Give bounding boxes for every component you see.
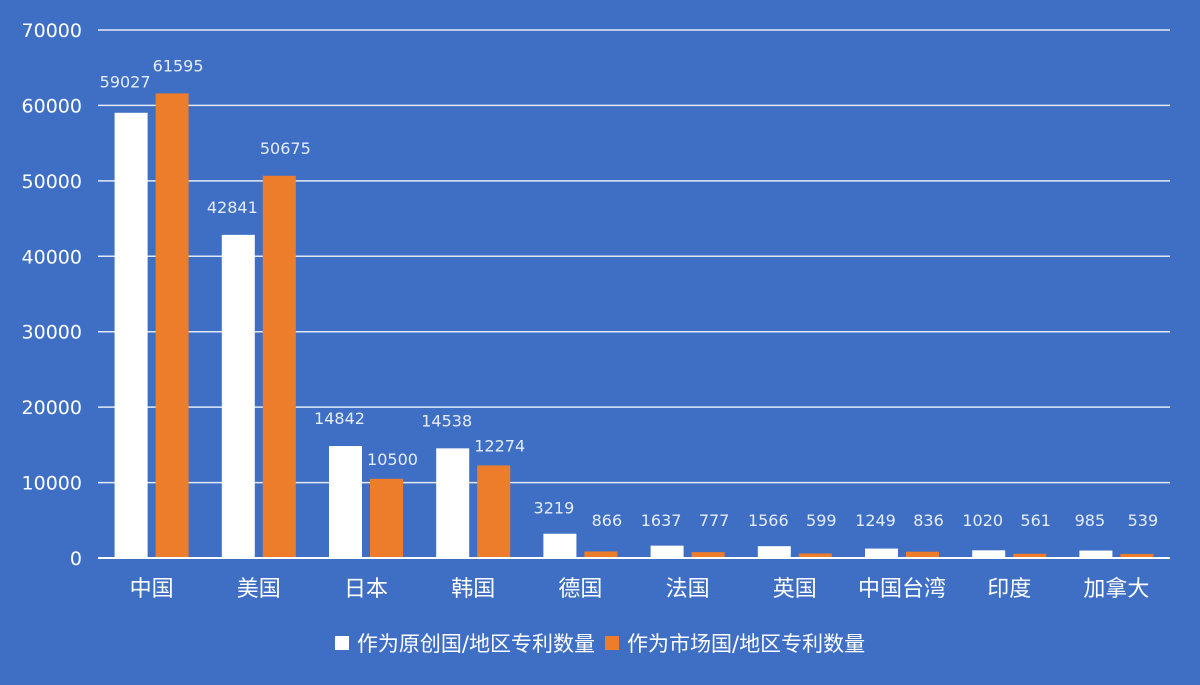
bar-market <box>584 551 618 558</box>
bar-market <box>798 553 832 558</box>
x-tick-label: 日本 <box>344 577 388 602</box>
data-label: 50675 <box>260 139 311 158</box>
data-label: 1566 <box>748 511 789 530</box>
data-label: 777 <box>699 511 730 530</box>
data-label: 10500 <box>367 450 418 469</box>
bar-market <box>155 93 189 559</box>
data-label: 1637 <box>641 511 682 530</box>
y-tick-label: 60000 <box>22 95 82 117</box>
x-tick-label: 法国 <box>666 577 710 602</box>
y-tick-label: 50000 <box>22 171 82 193</box>
bar-market <box>691 552 725 558</box>
data-label: 1020 <box>962 511 1003 530</box>
y-tick-label: 30000 <box>22 322 82 344</box>
legend-item-market: 作为市场国/地区专利数量 <box>605 628 865 658</box>
legend-swatch-market <box>605 636 619 650</box>
x-tick-label: 美国 <box>237 577 281 602</box>
bar-original <box>972 550 1006 558</box>
x-tick-label: 印度 <box>987 577 1031 602</box>
y-tick-label: 70000 <box>22 20 82 42</box>
bar-market <box>1120 553 1154 558</box>
x-tick-label: 韩国 <box>451 577 495 602</box>
data-label: 599 <box>806 511 837 530</box>
x-tick-label: 加拿大 <box>1083 576 1149 602</box>
bar-market <box>262 175 296 558</box>
data-label: 12274 <box>474 436 525 455</box>
data-label: 59027 <box>100 72 151 91</box>
data-label: 836 <box>913 511 944 530</box>
legend-swatch-original <box>334 636 349 650</box>
bar-original <box>757 546 791 558</box>
x-tick-label: 英国 <box>773 577 817 602</box>
data-label: 3219 <box>534 499 575 518</box>
x-tick-label: 德国 <box>558 577 602 602</box>
y-tick-label: 20000 <box>22 397 82 419</box>
x-tick-label: 中国台湾 <box>858 577 946 602</box>
bar-market <box>906 551 939 558</box>
data-label: 14842 <box>314 409 365 428</box>
bar-chart: 0 10000 20000 30000 40000 50000 60000 70000 5902… <box>22 20 1170 602</box>
legend-label-market: 作为市场国/地区专利数量 <box>627 632 866 656</box>
legend-item-original: 作为原创国/地区专利数量 <box>334 628 595 658</box>
bar-market <box>1013 553 1047 558</box>
bar-original <box>865 548 898 558</box>
y-tick-label: 0 <box>70 548 82 570</box>
y-tick-label: 40000 <box>22 246 82 268</box>
data-label: 1249 <box>855 511 896 530</box>
bar-original <box>436 448 470 558</box>
data-label: 42841 <box>207 198 258 217</box>
legend-label-original: 作为原创国/地区专利数量 <box>356 632 595 656</box>
bar-original <box>329 446 362 558</box>
data-label: 539 <box>1128 511 1159 530</box>
bar-original <box>114 112 148 559</box>
y-tick-label: 10000 <box>22 473 82 495</box>
bar-original <box>543 533 577 558</box>
x-tick-label: 中国 <box>130 577 174 602</box>
data-label: 985 <box>1075 511 1106 530</box>
bar-market <box>477 465 511 558</box>
bar-original <box>650 545 684 558</box>
data-label: 61595 <box>153 56 204 75</box>
bar-original <box>221 234 255 559</box>
bar-market <box>370 478 403 558</box>
legend: 作为原创国/地区专利数量 作为市场国/地区专利数量 <box>0 628 1200 658</box>
bar-original <box>1079 550 1113 558</box>
data-label: 866 <box>592 511 623 530</box>
data-label: 14538 <box>421 411 472 430</box>
data-label: 561 <box>1020 511 1051 530</box>
